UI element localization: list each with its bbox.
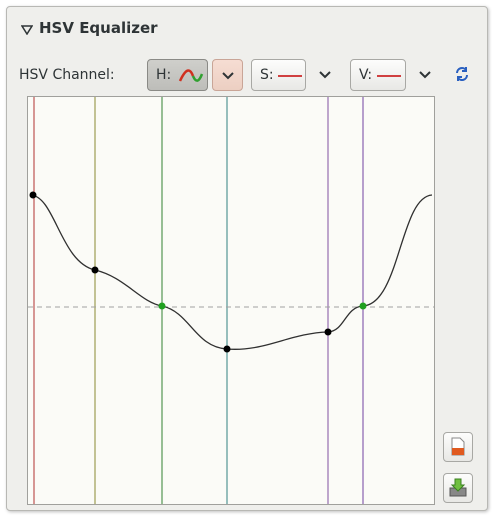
h-curve-icon <box>178 69 204 82</box>
s-channel-button[interactable]: S: <box>251 59 306 91</box>
s-label: S: <box>260 67 274 83</box>
save-preset-button[interactable] <box>443 473 473 503</box>
load-preset-button[interactable] <box>443 432 473 462</box>
panel-title: HSV Equalizer <box>39 19 158 37</box>
hsv-equalizer-panel: HSV Equalizer HSV Channel: H: S: V: <box>6 6 488 511</box>
v-dropdown[interactable] <box>418 70 432 79</box>
collapse-arrow[interactable] <box>21 25 33 35</box>
h-label: H: <box>156 67 172 83</box>
v-label: V: <box>359 67 373 83</box>
s-dropdown[interactable] <box>318 70 332 79</box>
reset-icon[interactable] <box>454 66 470 82</box>
v-channel-button[interactable]: V: <box>350 59 406 91</box>
h-channel-button[interactable]: H: <box>147 59 208 91</box>
channel-label: HSV Channel: <box>19 67 115 83</box>
curve-graph[interactable] <box>27 96 435 505</box>
h-dropdown[interactable] <box>212 59 243 91</box>
